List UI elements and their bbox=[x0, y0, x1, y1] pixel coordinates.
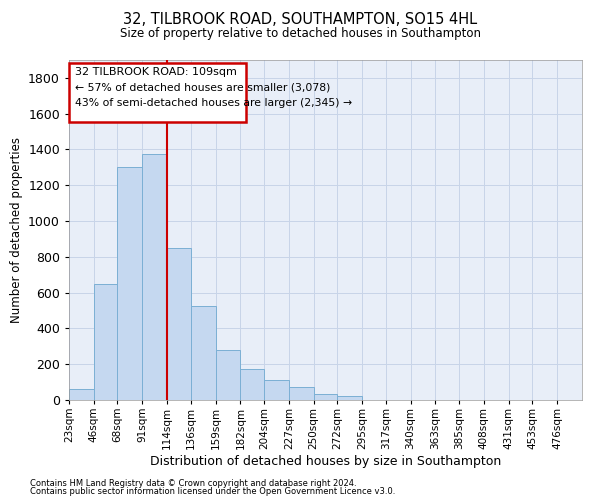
Y-axis label: Number of detached properties: Number of detached properties bbox=[10, 137, 23, 323]
Bar bbox=[167, 248, 191, 400]
Text: 32 TILBROOK ROAD: 109sqm: 32 TILBROOK ROAD: 109sqm bbox=[76, 66, 238, 76]
Bar bbox=[264, 380, 289, 400]
Bar bbox=[94, 284, 118, 400]
Bar bbox=[215, 350, 241, 400]
Text: ← 57% of detached houses are smaller (3,078): ← 57% of detached houses are smaller (3,… bbox=[76, 83, 331, 93]
Bar bbox=[241, 368, 264, 400]
Bar bbox=[142, 154, 167, 400]
Bar bbox=[69, 390, 94, 400]
Bar bbox=[118, 168, 142, 400]
Text: Size of property relative to detached houses in Southampton: Size of property relative to detached ho… bbox=[119, 28, 481, 40]
Bar bbox=[314, 394, 337, 400]
Text: Contains HM Land Registry data © Crown copyright and database right 2024.: Contains HM Land Registry data © Crown c… bbox=[30, 478, 356, 488]
Text: 32, TILBROOK ROAD, SOUTHAMPTON, SO15 4HL: 32, TILBROOK ROAD, SOUTHAMPTON, SO15 4HL bbox=[123, 12, 477, 28]
Bar bbox=[337, 396, 362, 400]
Bar bbox=[289, 388, 314, 400]
X-axis label: Distribution of detached houses by size in Southampton: Distribution of detached houses by size … bbox=[150, 454, 501, 468]
Bar bbox=[69, 62, 246, 122]
Text: 43% of semi-detached houses are larger (2,345) →: 43% of semi-detached houses are larger (… bbox=[76, 98, 353, 108]
Bar bbox=[191, 306, 215, 400]
Text: Contains public sector information licensed under the Open Government Licence v3: Contains public sector information licen… bbox=[30, 487, 395, 496]
